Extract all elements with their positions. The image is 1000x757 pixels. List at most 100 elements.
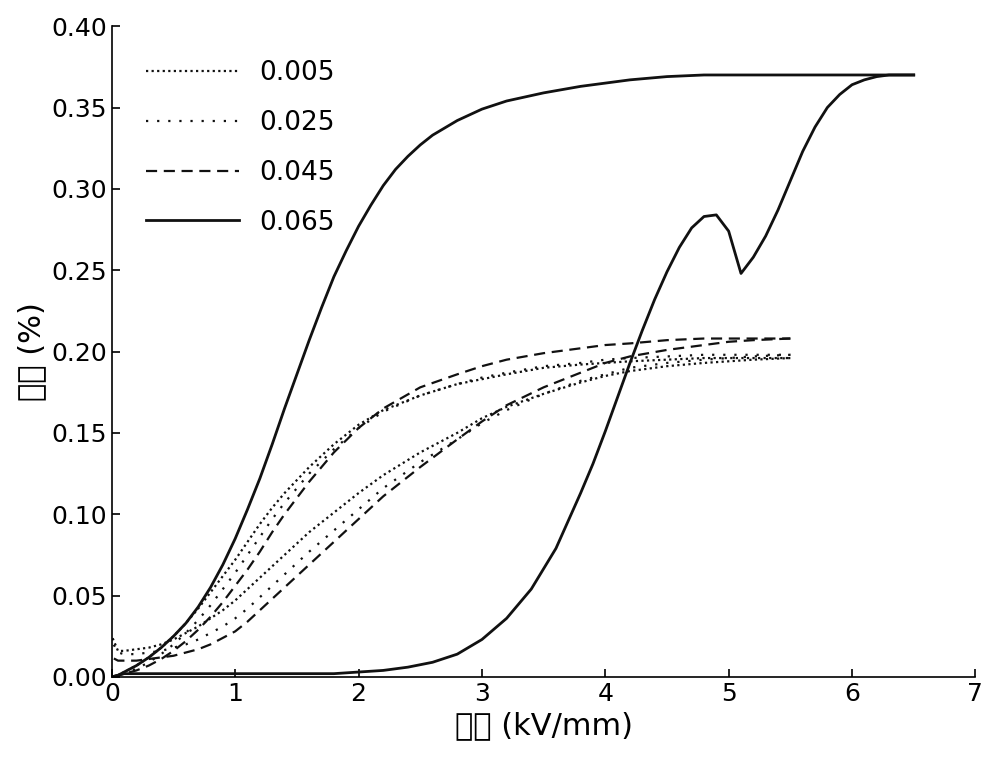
0.005 [538, 363, 550, 372]
0.005 [155, 643, 167, 653]
0.025 [118, 669, 130, 678]
0.045 [451, 369, 463, 378]
0.005 [168, 631, 180, 640]
0.025 [279, 498, 291, 507]
0.045 [476, 362, 488, 371]
0.005 [328, 440, 340, 449]
0.025 [784, 350, 796, 360]
0.005 [501, 369, 513, 378]
0.045 [624, 339, 636, 348]
Legend: 0.005, 0.025, 0.045, 0.065: 0.005, 0.025, 0.045, 0.065 [125, 39, 356, 257]
Line: 0.065: 0.065 [112, 75, 914, 677]
0.005 [476, 375, 488, 384]
0.065 [599, 79, 611, 88]
0.045 [377, 404, 389, 413]
0.025 [501, 368, 513, 377]
0.045 [242, 565, 254, 574]
0.045 [112, 671, 124, 680]
0.045 [501, 355, 513, 364]
0.005 [698, 354, 710, 363]
0.005 [217, 572, 229, 581]
0.025 [229, 569, 241, 578]
0.005 [599, 358, 611, 367]
0.005 [661, 355, 673, 364]
0.005 [303, 463, 315, 472]
0.005 [353, 420, 365, 429]
0.025 [698, 350, 710, 360]
0.005 [180, 618, 192, 628]
0.005 [624, 357, 636, 366]
0.005 [205, 587, 217, 597]
0.025 [254, 532, 266, 541]
X-axis label: 电场 (kV/mm): 电场 (kV/mm) [455, 712, 633, 740]
0.045 [180, 637, 192, 646]
0.005 [118, 668, 130, 677]
0.005 [266, 503, 278, 512]
0.025 [353, 423, 365, 432]
0.025 [242, 550, 254, 559]
0.025 [168, 640, 180, 649]
0.005 [106, 672, 118, 681]
0.045 [723, 334, 735, 343]
0.025 [599, 355, 611, 364]
0.005 [747, 354, 759, 363]
0.025 [192, 615, 204, 625]
0.025 [538, 362, 550, 371]
0.045 [106, 672, 118, 681]
0.045 [538, 349, 550, 358]
0.065 [279, 404, 291, 413]
0.045 [131, 666, 143, 675]
0.045 [747, 334, 759, 343]
0.045 [254, 547, 266, 556]
0.025 [451, 379, 463, 388]
0.025 [747, 350, 759, 360]
0.025 [266, 515, 278, 524]
0.045 [599, 341, 611, 350]
0.025 [155, 650, 167, 659]
0.045 [353, 423, 365, 432]
Line: 0.045: 0.045 [112, 338, 790, 677]
0.065 [106, 672, 118, 681]
0.005 [451, 379, 463, 388]
0.045 [414, 383, 426, 392]
0.005 [242, 537, 254, 547]
0.065 [895, 70, 907, 79]
0.005 [575, 360, 587, 369]
0.025 [131, 664, 143, 673]
0.005 [254, 519, 266, 528]
0.005 [784, 354, 796, 363]
0.045 [266, 528, 278, 537]
0.025 [205, 601, 217, 610]
0.045 [192, 625, 204, 634]
0.025 [624, 354, 636, 363]
0.065 [908, 70, 920, 79]
0.045 [205, 612, 217, 621]
0.025 [291, 484, 303, 493]
0.005 [112, 671, 124, 680]
0.025 [476, 373, 488, 382]
0.025 [723, 350, 735, 360]
0.025 [180, 628, 192, 637]
0.025 [112, 671, 124, 680]
0.005 [291, 475, 303, 484]
0.005 [229, 555, 241, 564]
0.025 [106, 672, 118, 681]
0.045 [303, 477, 315, 486]
0.045 [279, 509, 291, 519]
0.025 [303, 469, 315, 478]
0.045 [217, 597, 229, 606]
0.025 [575, 358, 587, 367]
0.005 [414, 391, 426, 400]
0.005 [377, 406, 389, 415]
0.025 [414, 391, 426, 400]
0.045 [328, 448, 340, 457]
0.025 [143, 658, 155, 667]
0.005 [279, 488, 291, 497]
0.025 [217, 584, 229, 593]
Y-axis label: 应变 (%): 应变 (%) [17, 302, 46, 401]
0.025 [328, 444, 340, 453]
0.065 [291, 369, 303, 378]
0.065 [723, 70, 735, 79]
0.045 [118, 669, 130, 678]
Line: 0.005: 0.005 [112, 358, 790, 677]
